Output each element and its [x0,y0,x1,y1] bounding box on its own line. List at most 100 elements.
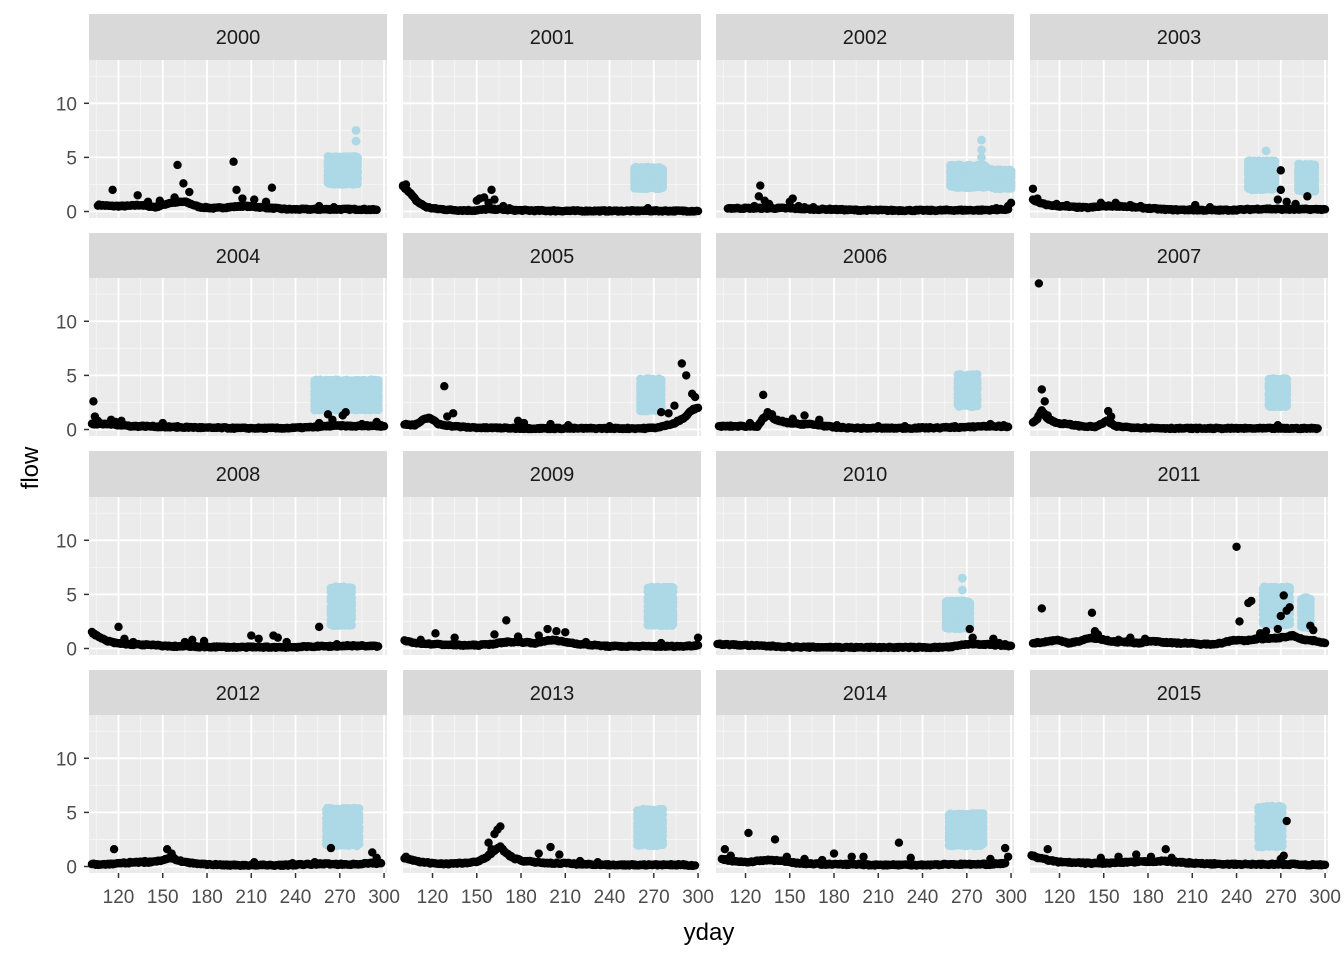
data-point [1320,205,1330,214]
panel-background [89,497,387,655]
data-point [750,201,759,211]
y-tick-label: 5 [66,148,77,169]
facet-strip-label: 2008 [216,464,261,486]
data-point [664,409,673,418]
facet-panel-2003: 2003 [1028,14,1330,218]
data-point [564,420,573,430]
data-point [1006,198,1016,208]
data-point [314,201,324,211]
data-point [643,204,653,213]
data-point [778,416,787,426]
data-point [832,420,842,430]
highlight-point [1282,374,1292,384]
data-point [677,359,687,368]
data-point [986,419,995,429]
data-point [1044,415,1054,424]
data-point [372,205,381,215]
data-point [519,418,529,428]
data-point [129,637,138,647]
panel-background [1030,60,1328,218]
data-point [809,202,818,212]
data-point [1040,397,1049,406]
y-tick-label: 0 [66,640,77,661]
facet-strip-label: 2009 [530,464,575,486]
panel-background [403,60,701,218]
data-point [173,160,182,170]
data-point [690,392,700,402]
data-point [173,422,182,431]
facet-strip-label: 2006 [843,246,888,268]
data-point [282,637,291,647]
data-point [1126,200,1135,210]
data-point [1111,198,1120,208]
data-point [179,179,188,188]
data-point [693,206,703,216]
data-point [661,206,670,215]
data-point [1028,184,1038,193]
data-point [401,180,411,189]
data-point [342,641,352,650]
data-point [1303,192,1312,201]
facet-strip-label: 2003 [1157,27,1202,49]
data-point [158,418,167,428]
data-point [188,635,197,645]
data-point [448,409,458,418]
data-point [788,414,797,423]
data-point [788,194,797,203]
highlight-point [1006,166,1016,176]
highlight-point [977,145,986,155]
data-point [155,196,165,205]
highlight-point [373,375,383,385]
data-point [950,422,960,431]
data-point [1191,200,1200,210]
facet-strip [89,14,387,60]
data-point [247,631,256,640]
data-point [764,199,774,209]
data-point [114,622,123,632]
data-point [900,422,910,431]
data-point [232,185,241,195]
highlight-point [353,153,362,162]
data-point [373,642,383,651]
data-point [1313,424,1322,433]
facet-strip-label: 2000 [216,27,261,49]
y-tick-label: 5 [66,585,77,606]
data-point [185,187,194,197]
highlight-point [1261,146,1271,156]
y-tick-label: 10 [56,312,77,333]
data-point [682,371,691,380]
facet-panel-2007: 2007 [1028,233,1328,436]
data-point [1106,412,1116,421]
data-point [1037,385,1047,394]
data-point [89,397,98,406]
data-point [815,415,824,424]
data-point [800,411,809,420]
data-point [273,633,283,642]
facet-strip-label: 2005 [530,246,575,268]
data-point [376,420,386,430]
data-point [170,193,179,202]
data-point [756,181,765,190]
data-point [229,157,238,166]
facet-panel-2009: 2009 [400,451,703,655]
data-point [1096,198,1106,208]
data-point [745,418,755,428]
highlight-point [977,135,986,145]
data-point [826,205,836,214]
data-point [332,639,342,649]
panel-background [716,278,1014,436]
highlight-point [972,369,982,379]
data-point [341,407,350,417]
data-point [117,416,126,426]
data-point [1273,420,1283,430]
facet-strip-label: 2002 [843,27,888,49]
data-point [1052,199,1061,209]
data-point [133,191,142,200]
facet-strip-label: 2001 [530,27,575,49]
data-point [656,407,666,417]
data-point [490,195,499,204]
data-point [1205,202,1215,212]
data-point [143,197,153,206]
